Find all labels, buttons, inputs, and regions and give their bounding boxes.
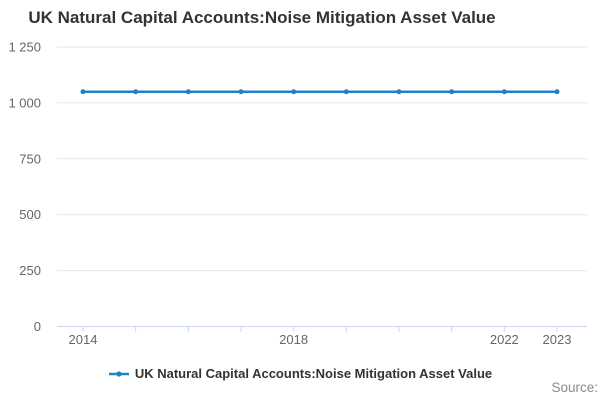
legend-label: UK Natural Capital Accounts:Noise Mitiga… <box>134 366 493 381</box>
data-point-marker[interactable] <box>185 89 191 95</box>
y-axis-label: 0 <box>34 319 41 334</box>
data-point-marker[interactable] <box>501 89 507 95</box>
data-point-marker[interactable] <box>554 89 560 95</box>
data-point-marker[interactable] <box>449 89 455 95</box>
x-axis-label: 2022 <box>490 332 519 347</box>
data-point-marker[interactable] <box>80 89 86 95</box>
y-axis-label: 1 000 <box>8 95 41 110</box>
data-point-marker[interactable] <box>133 89 139 95</box>
data-point-marker[interactable] <box>343 89 349 95</box>
data-point-marker[interactable] <box>238 89 244 95</box>
source-credit: Source: <box>551 380 598 395</box>
y-axis-label: 250 <box>19 263 41 278</box>
y-axis-label: 750 <box>19 151 41 166</box>
x-axis-label: 2014 <box>69 332 98 347</box>
chart-title: UK Natural Capital Accounts:Noise Mitiga… <box>28 8 496 27</box>
legend: UK Natural Capital Accounts:Noise Mitiga… <box>0 366 600 381</box>
x-axis-label: 2018 <box>279 332 308 347</box>
y-axis-label: 1 250 <box>8 40 41 55</box>
data-point-marker[interactable] <box>291 89 297 95</box>
legend-item[interactable]: UK Natural Capital Accounts:Noise Mitiga… <box>108 366 492 381</box>
x-axis-label: 2023 <box>543 332 572 347</box>
data-point-marker[interactable] <box>396 89 402 95</box>
y-axis-label: 500 <box>19 207 41 222</box>
legend-line-marker-icon <box>108 370 129 377</box>
